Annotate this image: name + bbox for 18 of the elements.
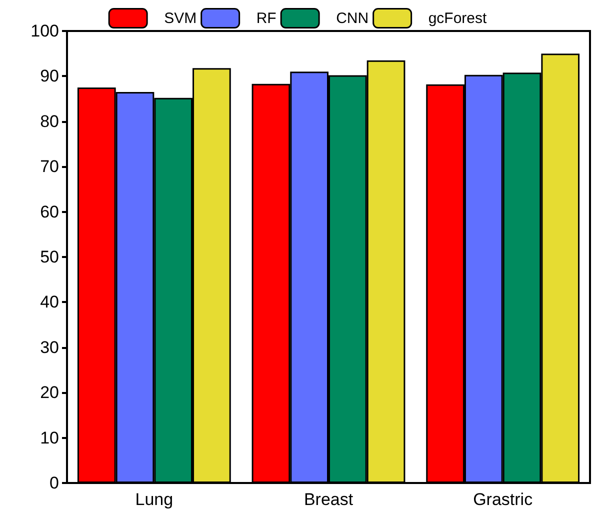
y-tick-label: 80 — [40, 112, 59, 131]
y-tick-label: 90 — [40, 66, 59, 86]
legend-label: SVM — [164, 10, 197, 27]
legend-label: RF — [256, 10, 276, 27]
y-tick-label: 100 — [30, 22, 59, 40]
y-tick-label: 20 — [40, 383, 59, 402]
y-tick-label: 60 — [40, 202, 59, 222]
x-tick-label: Breast — [304, 490, 354, 509]
y-tick-label: 40 — [40, 292, 59, 312]
legend-label: CNN — [336, 10, 369, 27]
x-tick-label: Lung — [135, 490, 174, 509]
y-tick-label: 50 — [40, 248, 59, 266]
x-tick-label: Grastric — [473, 490, 534, 509]
legend-label: gcForest — [428, 10, 488, 27]
y-tick-label: 30 — [40, 338, 59, 357]
y-tick-label: 10 — [40, 428, 59, 448]
y-tick-label: 0 — [50, 474, 59, 492]
y-tick-label: 70 — [40, 157, 59, 176]
